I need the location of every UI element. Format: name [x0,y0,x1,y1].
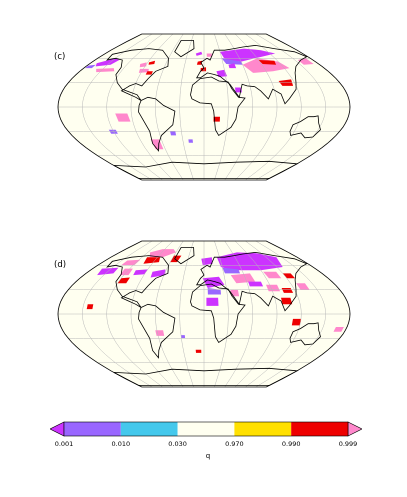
anomaly-patch-20 [213,116,220,122]
coastline-2 [174,40,195,58]
coastline-3 [196,44,308,105]
anomaly-patch-15 [248,281,264,287]
anomaly-patch-17 [216,69,228,77]
coastline-0 [106,48,169,101]
colorbar-tick-3: 0.970 [225,440,244,448]
coastline-5 [289,115,321,139]
colorbar-bin-gt990 [291,422,348,436]
anomaly-patch-21 [115,113,131,122]
colorbar-tick-4: 0.990 [281,440,301,448]
anomaly-patch-14 [297,58,314,65]
anomaly-patch-0 [149,249,176,258]
anomaly-patch-22 [108,129,118,134]
anomaly-patch-6 [145,71,153,75]
anomaly-patch-25 [188,139,193,143]
anomaly-patch-24 [170,131,177,136]
anomaly-patch-23 [281,297,293,305]
anomaly-patch-6 [133,269,148,276]
anomaly-patch-24 [291,318,302,326]
colorbar-bar [50,421,362,437]
anomaly-patch-7 [195,51,203,56]
anomaly-patch-13 [263,271,282,279]
colorbar-tick-2: 0.030 [168,440,187,448]
anomaly-patch-21 [206,297,219,306]
anomaly-patch-11 [228,63,237,69]
anomaly-patch-13 [258,60,277,65]
coastline-1 [138,303,176,359]
coastline-4 [190,76,246,136]
coastline-6 [113,160,299,179]
map-border [57,33,351,181]
anomaly-patch-1 [85,64,96,69]
map-border [57,240,351,388]
colorbar-bin-mid [177,422,235,436]
anomaly-patch-0 [95,58,120,67]
colorbar-bin-gt970 [234,422,292,436]
anomaly-patch-3 [139,62,147,68]
anomaly-patch-5 [119,268,133,276]
colorbar-tick-0: 0.001 [54,440,74,448]
colorbar-label: q [205,452,211,460]
anomaly-patch-10 [216,252,283,271]
anomaly-patch-26 [155,330,165,336]
anomaly-patch-12 [242,58,290,73]
anomaly-patch-29 [181,335,186,339]
coastline-0 [106,255,169,308]
anomaly-patch-27 [86,304,94,310]
panel-c-tag: (c) [54,52,66,62]
anomaly-patch-23 [150,139,164,150]
coastline-2 [174,247,195,265]
coastline-3 [196,251,308,312]
colorbar-bin-lt010 [64,422,121,436]
colorbar-max-triangle [347,421,362,437]
anomaly-patch-7 [117,277,130,284]
panel-c-map [57,33,351,181]
coastline-1 [138,96,176,152]
anomaly-patch-15 [196,60,203,65]
anomaly-patch-18 [235,87,242,93]
colorbar-bin-lt030 [120,422,178,436]
anomaly-patch-8 [206,53,213,57]
colorbar-min-triangle [50,421,65,437]
anomaly-patch-17 [281,288,294,293]
anomaly-patch-12 [230,273,256,284]
anomaly-patch-19 [202,276,225,288]
coastline-5 [289,322,321,346]
coastline-4 [190,283,246,343]
anomaly-patch-4 [148,60,156,65]
panel-d-map [57,240,351,388]
anomaly-patch-10 [221,58,243,65]
anomaly-patch-11 [222,267,241,274]
anomaly-patch-18 [296,283,310,290]
coastline-6 [113,367,299,386]
anomaly-patch-28 [195,349,202,353]
colorbar-tick-1: 0.010 [111,440,131,448]
panel-d-tag: (d) [54,260,67,270]
anomaly-patch-2 [121,259,141,266]
colorbar-frame [63,421,349,437]
anomaly-patch-8 [150,269,166,278]
colorbar-tick-5: 0.999 [338,440,358,448]
anomaly-patch-25 [333,327,344,332]
